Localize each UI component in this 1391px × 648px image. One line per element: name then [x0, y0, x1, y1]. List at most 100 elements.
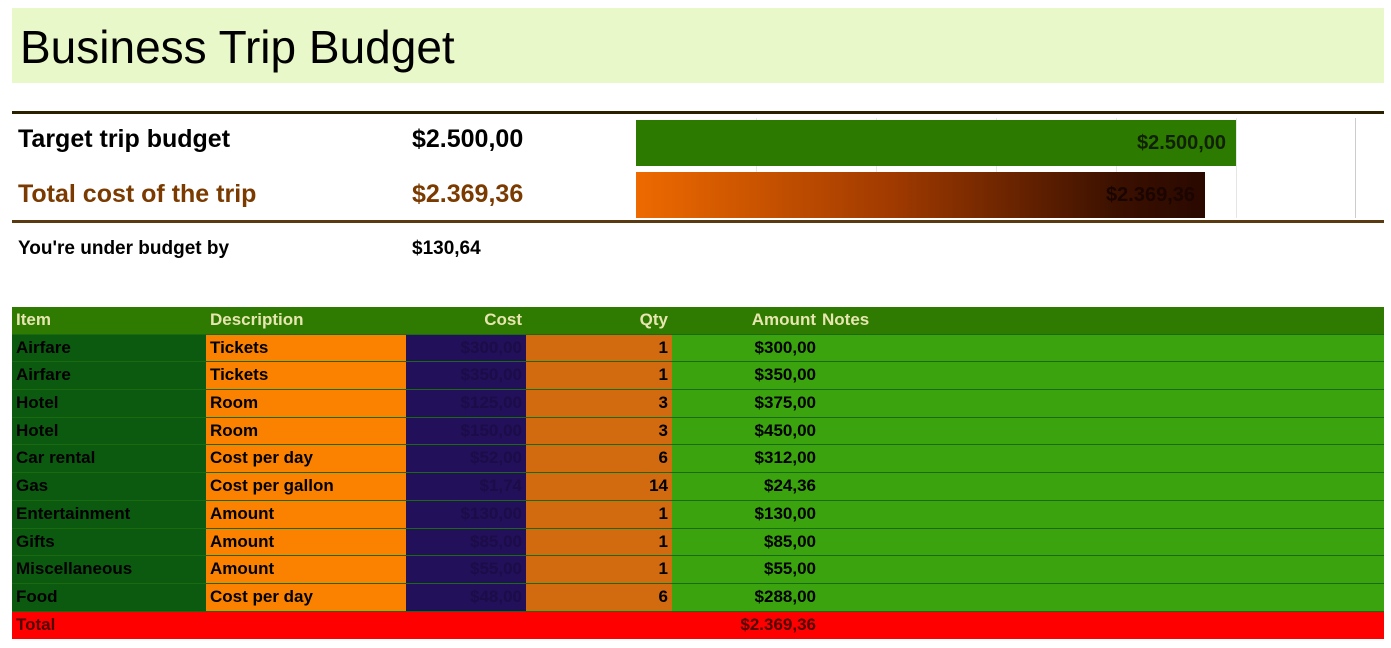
table-row: Gifts Amount $85,00 1 $85,00	[12, 528, 1384, 557]
cell-qty[interactable]: 1	[526, 500, 672, 528]
cell-notes[interactable]	[818, 528, 1384, 556]
cell-description[interactable]: Room	[206, 417, 406, 445]
table-row: Entertainment Amount $130,00 1 $130,00	[12, 500, 1384, 529]
table-row: Food Cost per day $48,00 6 $288,00	[12, 583, 1384, 612]
cell-description[interactable]: Amount	[206, 556, 406, 583]
budget-bar-chart[interactable]: $2.500,00 $2.369,36	[636, 118, 1356, 218]
header-cost[interactable]: Cost	[484, 310, 522, 329]
cell-item[interactable]: Gas	[12, 473, 206, 500]
cell-qty[interactable]: 6	[526, 445, 672, 473]
cell-cost[interactable]: $85,00	[406, 528, 526, 556]
bar-gridline	[1116, 118, 1117, 218]
table-header-row: Item Description Cost Qty Amount Notes	[12, 307, 1384, 335]
under-budget-value[interactable]: $130,64	[412, 238, 481, 259]
cell-amount[interactable]: $288,00	[672, 583, 818, 611]
total-cost-label: Total cost of the trip	[18, 180, 257, 208]
table-row: Car rental Cost per day $52,00 6 $312,00	[12, 445, 1384, 474]
cell-notes[interactable]	[818, 473, 1384, 500]
table-row: Hotel Room $150,00 3 $450,00	[12, 417, 1384, 446]
total-cost-value[interactable]: $2.369,36	[412, 180, 524, 208]
cell-notes[interactable]	[818, 583, 1384, 611]
total-amount[interactable]: $2.369,36	[740, 614, 816, 634]
cell-notes[interactable]	[818, 556, 1384, 583]
cell-cost[interactable]: $1,74	[406, 473, 526, 500]
header-qty[interactable]: Qty	[639, 310, 668, 329]
cell-notes[interactable]	[818, 362, 1384, 390]
bar-gridline	[876, 118, 877, 218]
table-row: Gas Cost per gallon $1,74 14 $24,36	[12, 473, 1384, 501]
cell-amount[interactable]: $300,00	[672, 334, 818, 362]
cell-notes[interactable]	[818, 390, 1384, 417]
cell-item[interactable]: Miscellaneous	[12, 556, 206, 583]
bar-gridline	[996, 118, 997, 218]
cell-qty[interactable]: 3	[526, 417, 672, 445]
under-budget-label: You're under budget by	[18, 238, 230, 259]
cell-item[interactable]: Airfare	[12, 362, 206, 390]
cell-amount[interactable]: $24,36	[672, 473, 818, 500]
cell-description[interactable]: Tickets	[206, 362, 406, 390]
target-budget-value[interactable]: $2.500,00	[412, 125, 524, 153]
total-row: Total $2.369,36	[12, 611, 1384, 640]
cell-cost[interactable]: $48,00	[406, 583, 526, 611]
cell-amount[interactable]: $350,00	[672, 362, 818, 390]
cell-cost[interactable]: $300,00	[406, 334, 526, 362]
title-band	[12, 8, 1384, 83]
cell-cost[interactable]: $125,00	[406, 390, 526, 417]
cell-notes[interactable]	[818, 417, 1384, 445]
cell-description[interactable]: Cost per gallon	[206, 473, 406, 500]
cell-item[interactable]: Gifts	[12, 528, 206, 556]
cell-notes[interactable]	[818, 334, 1384, 362]
target-budget-label: Target trip budget	[18, 125, 231, 153]
header-notes[interactable]: Notes	[822, 310, 870, 329]
header-item[interactable]: Item	[16, 310, 51, 329]
cell-amount[interactable]: $55,00	[672, 556, 818, 583]
cell-description[interactable]: Amount	[206, 500, 406, 528]
cell-qty[interactable]: 1	[526, 528, 672, 556]
cell-description[interactable]: Room	[206, 390, 406, 417]
cell-notes[interactable]	[818, 445, 1384, 473]
cell-qty[interactable]: 6	[526, 583, 672, 611]
cell-item[interactable]: Car rental	[12, 445, 206, 473]
page-title: Business Trip Budget	[20, 21, 455, 73]
header-description[interactable]: Description	[210, 310, 304, 329]
total-label[interactable]: Total	[16, 614, 56, 634]
cell-qty[interactable]: 3	[526, 390, 672, 417]
header-amount[interactable]: Amount	[751, 310, 816, 329]
cell-item[interactable]: Entertainment	[12, 500, 206, 528]
cell-qty[interactable]: 1	[526, 334, 672, 362]
cell-amount[interactable]: $450,00	[672, 417, 818, 445]
cell-amount[interactable]: $312,00	[672, 445, 818, 473]
cell-description[interactable]: Tickets	[206, 334, 406, 362]
target-budget-bar[interactable]: $2.500,00	[636, 120, 1236, 166]
cell-item[interactable]: Airfare	[12, 334, 206, 362]
table-row: Miscellaneous Amount $55,00 1 $55,00	[12, 556, 1384, 584]
table-row: Airfare Tickets $350,00 1 $350,00	[12, 362, 1384, 391]
cell-item[interactable]: Hotel	[12, 390, 206, 417]
summary-top-rule	[12, 111, 1384, 114]
cell-amount[interactable]: $375,00	[672, 390, 818, 417]
cell-qty[interactable]: 14	[526, 473, 672, 500]
cell-amount[interactable]: $130,00	[672, 500, 818, 528]
table-row: Airfare Tickets $300,00 1 $300,00	[12, 334, 1384, 363]
cell-cost[interactable]: $150,00	[406, 417, 526, 445]
bar-gridline	[756, 118, 757, 218]
expense-table: Item Description Cost Qty Amount Notes A…	[12, 307, 1384, 640]
cell-description[interactable]: Cost per day	[206, 583, 406, 611]
cell-cost[interactable]: $130,00	[406, 500, 526, 528]
cell-description[interactable]: Amount	[206, 528, 406, 556]
cell-qty[interactable]: 1	[526, 556, 672, 583]
bar-gridline	[1355, 118, 1356, 218]
summary-bottom-rule	[12, 220, 1384, 223]
cell-description[interactable]: Cost per day	[206, 445, 406, 473]
cell-item[interactable]: Hotel	[12, 417, 206, 445]
cell-qty[interactable]: 1	[526, 362, 672, 390]
total-cost-bar[interactable]: $2.369,36	[636, 172, 1205, 218]
cell-cost[interactable]: $55,00	[406, 556, 526, 583]
bar-gridline	[1236, 118, 1237, 218]
cell-cost[interactable]: $350,00	[406, 362, 526, 390]
cell-cost[interactable]: $52,00	[406, 445, 526, 473]
cell-item[interactable]: Food	[12, 583, 206, 611]
cell-amount[interactable]: $85,00	[672, 528, 818, 556]
cell-notes[interactable]	[818, 500, 1384, 528]
table-row: Hotel Room $125,00 3 $375,00	[12, 390, 1384, 418]
